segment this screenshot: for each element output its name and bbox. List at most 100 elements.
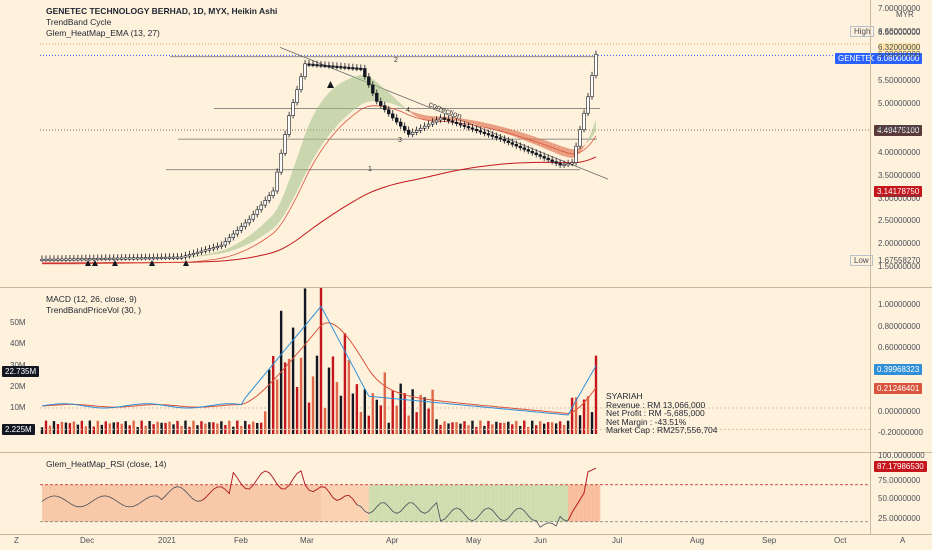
volume-bar-119 bbox=[515, 420, 518, 434]
rsi-heat-76 bbox=[344, 484, 350, 522]
rsi-chart[interactable] bbox=[0, 453, 870, 534]
candle-body-122 bbox=[526, 149, 530, 152]
rsi-heat-105 bbox=[460, 484, 465, 522]
ema-band-seg-66 bbox=[305, 124, 310, 175]
volume-bar-17 bbox=[108, 423, 111, 434]
candle-body-33 bbox=[171, 256, 176, 259]
candle-body-109 bbox=[474, 128, 479, 132]
ema-band-seg-53 bbox=[253, 229, 258, 242]
rsi-heat-114 bbox=[496, 484, 501, 522]
rsi-heat-106 bbox=[464, 484, 469, 522]
volume-bar-66 bbox=[303, 288, 307, 434]
ema-band-seg-60 bbox=[281, 191, 286, 220]
volume-bar-90 bbox=[399, 383, 402, 434]
candle-body-131 bbox=[562, 163, 566, 167]
ema-band-seg-71 bbox=[324, 92, 329, 141]
volume-tick-0: 50M bbox=[10, 318, 26, 327]
candle-body-139 bbox=[594, 54, 598, 76]
volume-bar-18 bbox=[112, 422, 115, 434]
symbol-title[interactable]: GENETEC TECHNOLOGY BERHAD, 1D, MYX, Heik… bbox=[46, 6, 278, 16]
ema-band-seg-61 bbox=[285, 180, 290, 214]
time-label-9: Sep bbox=[762, 536, 777, 545]
volume-bar-34 bbox=[176, 420, 179, 434]
annotation-1: 4 bbox=[406, 107, 410, 114]
rsi-heat-77 bbox=[348, 484, 354, 522]
rsi-heat-12 bbox=[89, 484, 95, 522]
signal-triangle-2 bbox=[112, 260, 118, 266]
candle-body-1 bbox=[44, 258, 48, 261]
annotation-3: 1 bbox=[368, 166, 372, 173]
rsi-heat-39 bbox=[197, 484, 202, 522]
rsi-heat-8 bbox=[73, 484, 79, 522]
indicator-macd[interactable]: MACD (12, 26, close, 9) bbox=[46, 294, 137, 304]
time-label-8: Aug bbox=[690, 536, 705, 545]
indicator-pricevol[interactable]: TrendBandPriceVol (30, ) bbox=[46, 305, 142, 315]
volume-bar-70 bbox=[319, 288, 323, 434]
ema-band-seg-77 bbox=[348, 77, 353, 115]
rsi-heat-124 bbox=[536, 484, 541, 522]
ema-band-seg-125 bbox=[540, 138, 545, 149]
candle-body-124 bbox=[534, 152, 538, 155]
candle-body-95 bbox=[418, 127, 423, 131]
ema-band-seg-68 bbox=[313, 108, 318, 160]
time-label-4: Apr bbox=[386, 536, 399, 545]
ema-band-seg-103 bbox=[452, 117, 457, 121]
candle-body-70 bbox=[319, 64, 323, 67]
candle-body-28 bbox=[151, 257, 156, 260]
rsi-heat-137 bbox=[588, 484, 593, 522]
pane-divider-1[interactable] bbox=[0, 287, 932, 288]
volume-bar-78 bbox=[351, 393, 355, 434]
zoom-reset-button[interactable]: Z bbox=[14, 536, 19, 545]
volume-bar-53 bbox=[252, 421, 255, 434]
macd-chart[interactable] bbox=[0, 288, 870, 452]
pane-divider-2[interactable] bbox=[0, 452, 932, 453]
time-label-3: Mar bbox=[300, 536, 314, 545]
indicator-heatmap-ema[interactable]: Glem_HeatMap_EMA (13, 27) bbox=[46, 28, 160, 38]
price-pane[interactable]: 2 4 3 1 correction bbox=[0, 0, 932, 287]
indicator-trendband[interactable]: TrendBand Cycle bbox=[46, 17, 112, 27]
time-label-2: Feb bbox=[234, 536, 248, 545]
candle-body-40 bbox=[199, 250, 204, 253]
ema-band-seg-76 bbox=[344, 78, 349, 118]
ema-band-seg-37 bbox=[189, 256, 194, 258]
price-y-tick-3: 5.50000000 bbox=[878, 76, 921, 85]
auto-scale-button[interactable]: A bbox=[900, 536, 906, 545]
ema-band-seg-39 bbox=[197, 254, 202, 257]
candle-body-5 bbox=[60, 258, 64, 261]
rsi-heat-71 bbox=[324, 484, 330, 522]
volume-bar-84 bbox=[375, 399, 378, 434]
candle-body-16 bbox=[104, 257, 108, 260]
volume-bar-49 bbox=[236, 420, 239, 434]
volume-bar-69 bbox=[315, 355, 319, 434]
price-level-6-32: 6.32000000 bbox=[878, 43, 921, 52]
candle-body-23 bbox=[131, 257, 136, 260]
volume-bar-126 bbox=[542, 423, 546, 434]
volume-bar-41 bbox=[204, 423, 207, 434]
volume-bar-93 bbox=[411, 389, 414, 434]
rsi-heat-75 bbox=[340, 484, 346, 522]
rsi-legend: Glem_HeatMap_RSI (close, 14) bbox=[46, 459, 166, 470]
ema-band-seg-49 bbox=[237, 241, 242, 249]
rsi-pane[interactable] bbox=[0, 453, 932, 534]
rsi-heat-30 bbox=[161, 484, 166, 522]
ema-band-seg-48 bbox=[233, 243, 238, 251]
volume-bar-121 bbox=[523, 420, 526, 434]
volume-tick-2: 30M bbox=[10, 361, 26, 370]
candle-body-106 bbox=[462, 124, 467, 127]
candle-body-79 bbox=[355, 67, 359, 70]
rsi-heat-107 bbox=[468, 484, 473, 522]
rsi-heat-104 bbox=[456, 484, 461, 522]
indicator-rsi[interactable]: Glem_HeatMap_RSI (close, 14) bbox=[46, 459, 167, 469]
rsi-heat-126 bbox=[544, 484, 549, 522]
rsi-value-tag: 87.17986530 bbox=[874, 461, 927, 472]
signal-triangle-top bbox=[327, 81, 334, 88]
volume-bar-95 bbox=[419, 394, 422, 434]
price-scale-divider[interactable] bbox=[870, 0, 871, 534]
macd-pane[interactable] bbox=[0, 288, 932, 452]
candle-body-39 bbox=[195, 251, 200, 254]
rsi-heat-91 bbox=[404, 484, 409, 522]
candle-body-61 bbox=[283, 134, 287, 154]
macd-y-tick-6: -0.20000000 bbox=[878, 428, 923, 437]
candle-body-34 bbox=[175, 256, 180, 259]
